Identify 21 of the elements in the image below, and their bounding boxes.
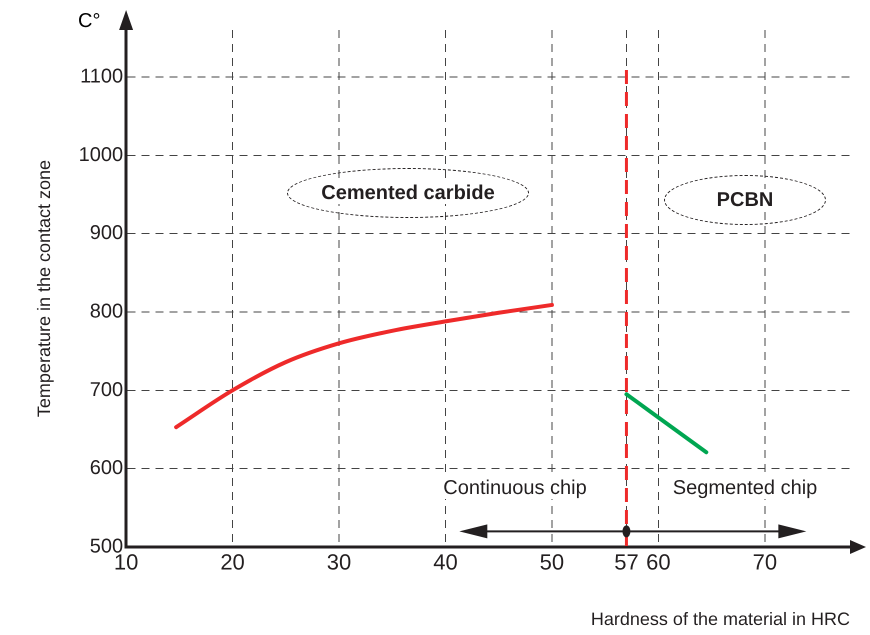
x-tick-label: 50 [540,549,564,574]
line-series [174,302,554,430]
x-tick-label: 60 [646,549,671,574]
x-tick-label: 40 [433,549,458,574]
y-tick-label: 700 [90,378,124,401]
x-tick-label: 70 [752,549,778,574]
x-axis-title: Hardness of the material in HRC [590,609,850,630]
y-tick-label: 600 [90,457,124,480]
y-tick-label: 900 [90,222,124,244]
text: C° [78,10,100,33]
x-tick-label: 30 [326,549,352,574]
annotation: PCBN [714,189,776,211]
y-tick-label: 1100 [80,66,124,88]
y-tick-label: 800 [90,300,124,323]
x-tick-label: 20 [220,549,245,574]
x-tick-label: 57 [614,549,639,574]
annotation: Continuous chip [441,477,589,499]
y-axis-title: Temperature in the contact zone [34,160,54,418]
annotation: Cemented carbide [319,182,497,204]
annotation: Segmented chip [670,477,820,499]
y-tick-label: 1000 [78,144,124,166]
